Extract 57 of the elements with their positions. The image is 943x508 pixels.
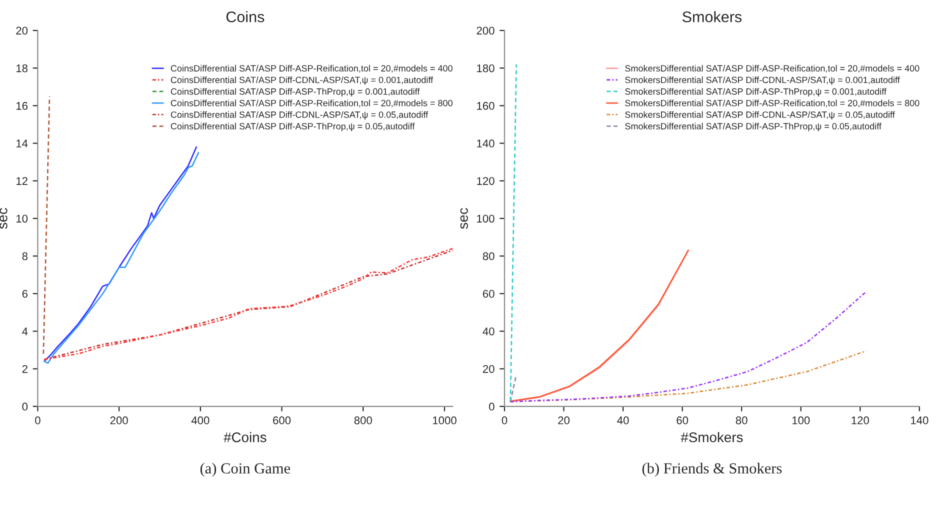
x-axis-title: #Coins: [224, 432, 266, 442]
y-tick-label: 18: [16, 64, 28, 72]
x-tick-label: 60: [676, 416, 688, 424]
y-axis-title: sec: [0, 208, 8, 229]
x-tick-label: 0: [35, 416, 40, 424]
y-tick-label: 160: [477, 102, 494, 110]
y-tick-label: 12: [16, 177, 28, 185]
y-tick-label: 40: [482, 327, 494, 336]
y-tick-label: 0: [489, 402, 494, 411]
y-tick-label: 2: [22, 365, 28, 373]
x-tick-label: 100: [792, 416, 810, 424]
legend-label: SmokersDifferential SAT/ASP Diff-ASP-ThProp,ψ = 0.05,autodiff: [625, 122, 882, 132]
text: (a) Coin Game: [200, 462, 290, 477]
y-tick-label: 60: [482, 290, 494, 298]
y-tick-label: 8: [22, 252, 28, 260]
y-axis-title: sec: [460, 208, 468, 229]
legend-label: CoinsDifferential SAT/ASP Diff-ASP-Reification,tol = 20,#models = 800: [170, 100, 452, 108]
y-tick-label: 20: [16, 26, 28, 35]
x-tick-label: 40: [617, 416, 629, 424]
x-tick-label: 400: [191, 416, 210, 424]
x-tick-label: 800: [354, 416, 372, 424]
y-tick-label: 180: [477, 64, 494, 72]
y-tick-label: 200: [476, 26, 494, 35]
legend-label: SmokersDifferential SAT/ASP Diff-CDNL-ASP/SAT,ψ = 0.05,autodiff: [625, 111, 895, 120]
legend-label: SmokersDifferential SAT/ASP Diff-ASP-ThProp,ψ = 0.001,autodiff: [625, 88, 887, 96]
legend-label: SmokersDifferential SAT/ASP Diff-ASP-Reification,tol = 20,#models = 400: [625, 64, 920, 73]
chart-title: Smokers: [682, 11, 742, 22]
legend-label: CoinsDifferential SAT/ASP Diff-CDNL-ASP/SAT,ψ = 0.001,autodiff: [170, 76, 434, 85]
y-tick-label: 16: [16, 102, 28, 110]
y-tick-label: 100: [477, 214, 494, 223]
x-axis-title: #Smokers: [680, 432, 743, 442]
text: (b) Friends & Smokers: [642, 462, 782, 477]
legend-label: CoinsDifferential SAT/ASP Diff-ASP-ThProp,ψ = 0.001,autodiff: [170, 88, 420, 96]
x-tick-label: 80: [736, 416, 748, 424]
legend-label: SmokersDifferential SAT/ASP Diff-ASP-Reification,tol = 20,#models = 800: [625, 100, 920, 108]
y-tick-label: 6: [22, 290, 28, 298]
legend-label: CoinsDifferential SAT/ASP Diff-ASP-Reification,tol = 20,#models = 400: [170, 64, 452, 73]
y-tick-label: 4: [22, 328, 28, 336]
x-tick-label: 20: [558, 416, 570, 424]
line-series: [510, 291, 867, 402]
legend-label: CoinsDifferential SAT/ASP Diff-ASP-ThProp,ψ = 0.05,autodiff: [170, 122, 415, 132]
y-tick-label: 20: [482, 365, 494, 373]
y-tick-label: 10: [16, 214, 28, 223]
legend-label: SmokersDifferential SAT/ASP Diff-CDNL-ASP/SAT,ψ = 0.001,autodiff: [625, 76, 900, 85]
y-tick-label: 80: [482, 252, 494, 260]
y-tick-label: 0: [22, 402, 28, 411]
x-tick-label: 200: [110, 416, 128, 424]
x-tick-label: 0: [502, 416, 508, 424]
y-tick-label: 120: [477, 177, 494, 185]
x-tick-label: 1000: [432, 416, 456, 424]
y-tick-label: 140: [477, 140, 494, 148]
chart-title: Coins: [226, 11, 264, 22]
x-tick-label: 140: [911, 416, 928, 424]
x-tick-label: 120: [852, 416, 869, 424]
legend-label: CoinsDifferential SAT/ASP Diff-CDNL-ASP/SAT,ψ = 0.05,autodiff: [170, 111, 428, 120]
x-tick-label: 600: [273, 416, 291, 424]
y-tick-label: 14: [16, 140, 28, 148]
